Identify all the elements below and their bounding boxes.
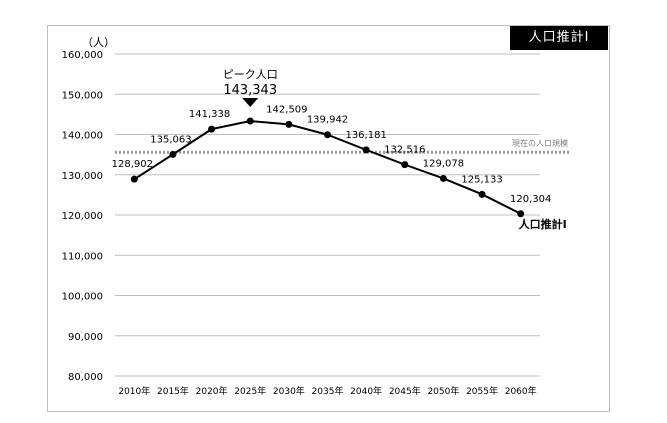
data-label: 139,942 [307,115,348,126]
x-tick-label: 2025年 [234,385,266,397]
x-tick-label: 2010年 [118,385,150,397]
y-tick-label: 90,000 [68,332,103,343]
peak-arrow-icon [242,98,259,107]
data-label: 141,338 [189,109,230,120]
chart-title-badge: 人口推計Ⅰ [510,26,608,50]
reference-line-group: 現在の人口規模 [115,138,570,154]
x-tick-label: 2035年 [312,385,344,397]
y-tick-label: 150,000 [62,90,103,101]
peak-label: ピーク人口 [223,68,278,81]
x-axis: 2010年 2015年 2020年 2025年 2030年 2035年 2040年 2045年… [118,385,536,397]
peak-annotation-group: ピーク人口 143,343 [223,68,278,107]
data-label: 136,181 [345,130,386,141]
data-point [246,117,254,125]
data-point [517,210,525,218]
chart-frame [47,25,610,412]
data-point [362,146,370,154]
x-tick-label: 2045年 [389,385,421,397]
data-point [169,150,177,158]
y-tick-label: 120,000 [62,211,103,222]
data-point [439,174,447,182]
y-tick-label: 130,000 [62,171,103,182]
data-label: 129,078 [423,158,464,169]
x-tick-label: 2055年 [466,385,498,397]
peak-value-label: 143,343 [223,83,277,98]
x-tick-label: 2015年 [157,385,189,397]
y-tick-label: 80,000 [68,372,103,383]
x-tick-label: 2040年 [350,385,382,397]
data-point [130,175,138,183]
data-label: 120,304 [510,194,551,205]
data-label: 135,063 [150,134,191,145]
y-unit-label: （人） [82,36,115,49]
y-tick-label: 160,000 [62,50,103,61]
grid-lines [115,53,540,377]
reference-line-label: 現在の人口規模 [512,138,568,148]
series-name-label: 人口推計Ⅰ [519,217,567,231]
data-label: 142,509 [266,104,307,115]
x-tick-label: 2030年 [273,385,305,397]
x-tick-label: 2050年 [427,385,459,397]
x-tick-label: 2060年 [505,385,537,397]
x-tick-label: 2020年 [196,385,228,397]
data-label: 125,133 [461,174,502,185]
data-label: 132,516 [384,145,425,156]
y-axis: 80,000 90,000 100,000 110,000 120,000 130,000… [62,50,103,383]
y-tick-label: 140,000 [62,131,103,142]
y-tick-label: 110,000 [62,251,103,262]
data-point [285,120,293,128]
series-group [130,117,525,218]
data-point [324,131,331,139]
data-point [208,125,216,133]
data-label: 128,902 [112,159,153,170]
data-point [478,190,486,198]
data-point [401,161,409,169]
y-tick-label: 100,000 [62,292,103,303]
